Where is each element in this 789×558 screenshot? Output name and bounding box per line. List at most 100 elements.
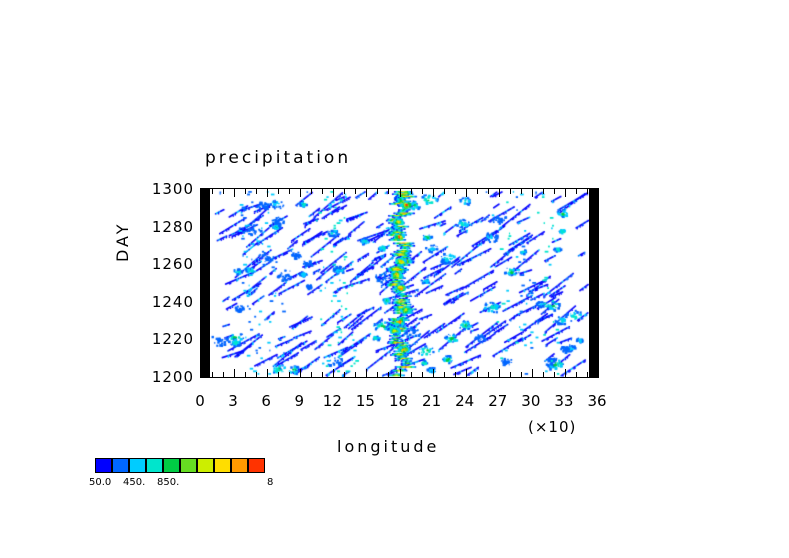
x-tick [245, 372, 246, 377]
x-tick-label: 3 [219, 392, 247, 410]
y-tick [593, 245, 598, 246]
x-tick [355, 189, 356, 194]
colorbar-tail-label: 8 [267, 477, 273, 488]
y-tick [201, 368, 206, 369]
colorbar-legend: 50.0450.850.8 [95, 458, 285, 492]
x-tick [554, 189, 555, 194]
x-tick [234, 189, 235, 197]
x-tick-label: 9 [285, 392, 313, 410]
colorbar-label: 450. [123, 477, 145, 488]
x-tick [344, 372, 345, 377]
x-tick [532, 369, 533, 377]
y-tick [201, 377, 209, 378]
y-tick [201, 245, 206, 246]
y-tick [201, 189, 209, 190]
y-tick [201, 198, 206, 199]
x-tick [466, 369, 467, 377]
y-tick [593, 368, 598, 369]
y-tick [201, 264, 209, 265]
x-tick [289, 189, 290, 194]
x-tick [433, 189, 434, 197]
y-tick [201, 283, 206, 284]
x-tick-label: 12 [318, 392, 346, 410]
y-tick [201, 311, 206, 312]
colorbar-swatch [248, 458, 265, 473]
y-tick [201, 302, 209, 303]
x-tick [223, 189, 224, 194]
y-tick [590, 339, 598, 340]
x-tick [587, 372, 588, 377]
colorbar-swatch [180, 458, 197, 473]
x-tick [388, 372, 389, 377]
colorbar-swatch [197, 458, 214, 473]
x-tick [444, 189, 445, 194]
x-tick [388, 189, 389, 194]
x-tick-label: 21 [418, 392, 446, 410]
x-tick-label: 33 [550, 392, 578, 410]
y-tick [201, 292, 206, 293]
y-tick-label: 1260 [152, 255, 194, 273]
colorbar-label: 850. [157, 477, 179, 488]
x-tick [587, 189, 588, 194]
y-tick [593, 255, 598, 256]
y-tick-label: 1240 [152, 293, 194, 311]
x-tick [289, 372, 290, 377]
colorbar-swatch [112, 458, 129, 473]
x-tick [510, 189, 511, 194]
x-tick [212, 372, 213, 377]
x-tick [554, 372, 555, 377]
x-tick [466, 189, 467, 197]
x-tick [311, 189, 312, 194]
x-tick [455, 372, 456, 377]
x-tick [499, 369, 500, 377]
y-tick-label: 1300 [152, 180, 194, 198]
y-tick [201, 274, 206, 275]
y-tick [201, 255, 206, 256]
y-tick [593, 358, 598, 359]
x-tick [333, 369, 334, 377]
chart-title: precipitation [205, 148, 351, 168]
y-tick [593, 321, 598, 322]
x-tick [245, 189, 246, 194]
colorbar-swatch [231, 458, 248, 473]
x-tick-label: 36 [583, 392, 611, 410]
y-tick [593, 217, 598, 218]
y-tick [201, 236, 206, 237]
x-tick [576, 372, 577, 377]
x-tick [532, 189, 533, 197]
x-tick [267, 369, 268, 377]
x-tick-label: 24 [451, 392, 479, 410]
x-tick [543, 189, 544, 194]
y-tick-labels: 120012201240126012801300 [128, 180, 194, 386]
x-tick [543, 372, 544, 377]
x-tick [411, 372, 412, 377]
x-tick [598, 369, 599, 377]
x-tick [267, 189, 268, 197]
x-tick-label: 6 [252, 392, 280, 410]
x-tick [278, 372, 279, 377]
x-tick [234, 369, 235, 377]
y-tick [201, 227, 209, 228]
x-tick [366, 369, 367, 377]
x-tick [565, 369, 566, 377]
x-tick [377, 189, 378, 194]
x-tick [521, 189, 522, 194]
x-tick [521, 372, 522, 377]
y-tick [593, 236, 598, 237]
x-tick [256, 189, 257, 194]
x-tick [488, 189, 489, 194]
x-tick [311, 372, 312, 377]
y-tick [593, 208, 598, 209]
y-tick [593, 283, 598, 284]
x-tick-label: 0 [186, 392, 214, 410]
y-tick [590, 264, 598, 265]
x-tick [598, 189, 599, 197]
x-tick [576, 189, 577, 194]
colorbar-label: 50.0 [89, 477, 111, 488]
y-tick [593, 198, 598, 199]
y-tick [201, 358, 206, 359]
x-tick [422, 189, 423, 194]
x-tick [477, 372, 478, 377]
y-tick [590, 189, 598, 190]
x-tick [212, 189, 213, 194]
